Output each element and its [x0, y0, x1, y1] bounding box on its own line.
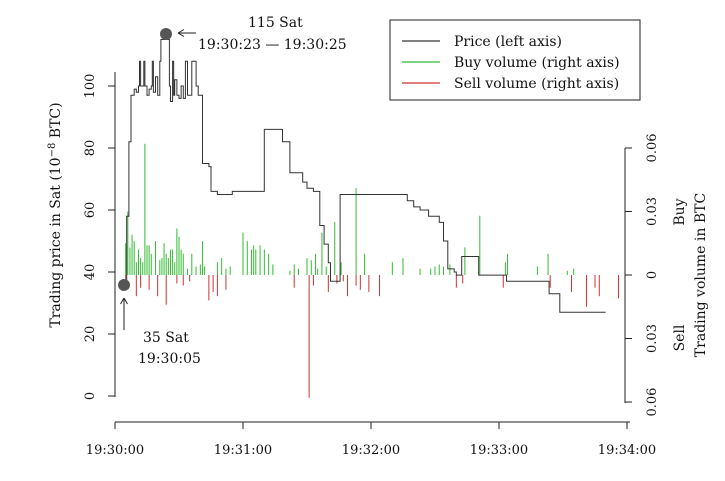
- legend-box: [389, 19, 641, 101]
- left-axis-title: Trading price in Sat (10−8 BTC): [47, 102, 65, 327]
- x-tick-label: 19:32:00: [342, 443, 400, 458]
- min-price-label-1: 35 Sat: [143, 330, 189, 346]
- x-tick-label: 19:30:00: [86, 443, 144, 458]
- max-price-arrow-head: [177, 29, 185, 37]
- left-tick-label: 100: [83, 74, 98, 99]
- left-axis-title-suffix: BTC): [48, 102, 64, 142]
- price-series: [123, 39, 606, 313]
- legend-label-buy: Buy volume (right axis): [454, 55, 620, 71]
- max-price-annotation: 115 Sat 19:30:23 — 19:30:25: [160, 15, 347, 53]
- right-axis-title: Trading volume in BTC: [693, 193, 709, 357]
- right-tick-label: 0: [645, 271, 660, 279]
- max-price-label-1: 115 Sat: [248, 15, 303, 31]
- x-tick-label: 19:31:00: [214, 443, 272, 458]
- legend-label-price: Price (left axis): [454, 34, 562, 50]
- right-tick-label: 0.03: [645, 197, 660, 226]
- axes: 19:30:00 19:31:00 19:32:00 19:33:00 19:34:00…: [83, 74, 660, 458]
- volume-bars: [125, 143, 619, 398]
- left-tick-label: 60: [83, 202, 98, 219]
- right-tick-label: 0.06: [645, 388, 660, 417]
- right-axis-buy-label: Buy: [672, 198, 688, 225]
- left-tick-label: 40: [83, 264, 98, 281]
- max-price-label-2: 19:30:23 — 19:30:25: [198, 37, 347, 53]
- legend-label-sell: Sell volume (right axis): [454, 76, 619, 92]
- left-tick-label: 0: [83, 392, 98, 400]
- min-price-annotation: 35 Sat 19:30:05: [118, 279, 201, 367]
- right-axis-sell-label: Sell: [672, 324, 688, 351]
- min-price-arrow-head: [120, 297, 128, 305]
- right-tick-label: 0.06: [645, 134, 660, 163]
- max-price-marker: [160, 28, 172, 40]
- right-tick-label: 0.03: [645, 324, 660, 353]
- min-price-label-2: 19:30:05: [138, 351, 201, 367]
- x-tick-label: 19:34:00: [598, 443, 656, 458]
- price-line: [123, 39, 606, 313]
- x-tick-label: 19:33:00: [470, 443, 528, 458]
- legend: Price (left axis) Buy volume (right axis…: [389, 19, 641, 101]
- left-tick-label: 20: [83, 326, 98, 343]
- min-price-marker: [118, 279, 130, 291]
- left-axis-title-prefix: Trading price in Sat (10: [48, 157, 64, 327]
- left-tick-label: 80: [83, 140, 98, 157]
- left-axis-title-exp: −8: [47, 143, 58, 158]
